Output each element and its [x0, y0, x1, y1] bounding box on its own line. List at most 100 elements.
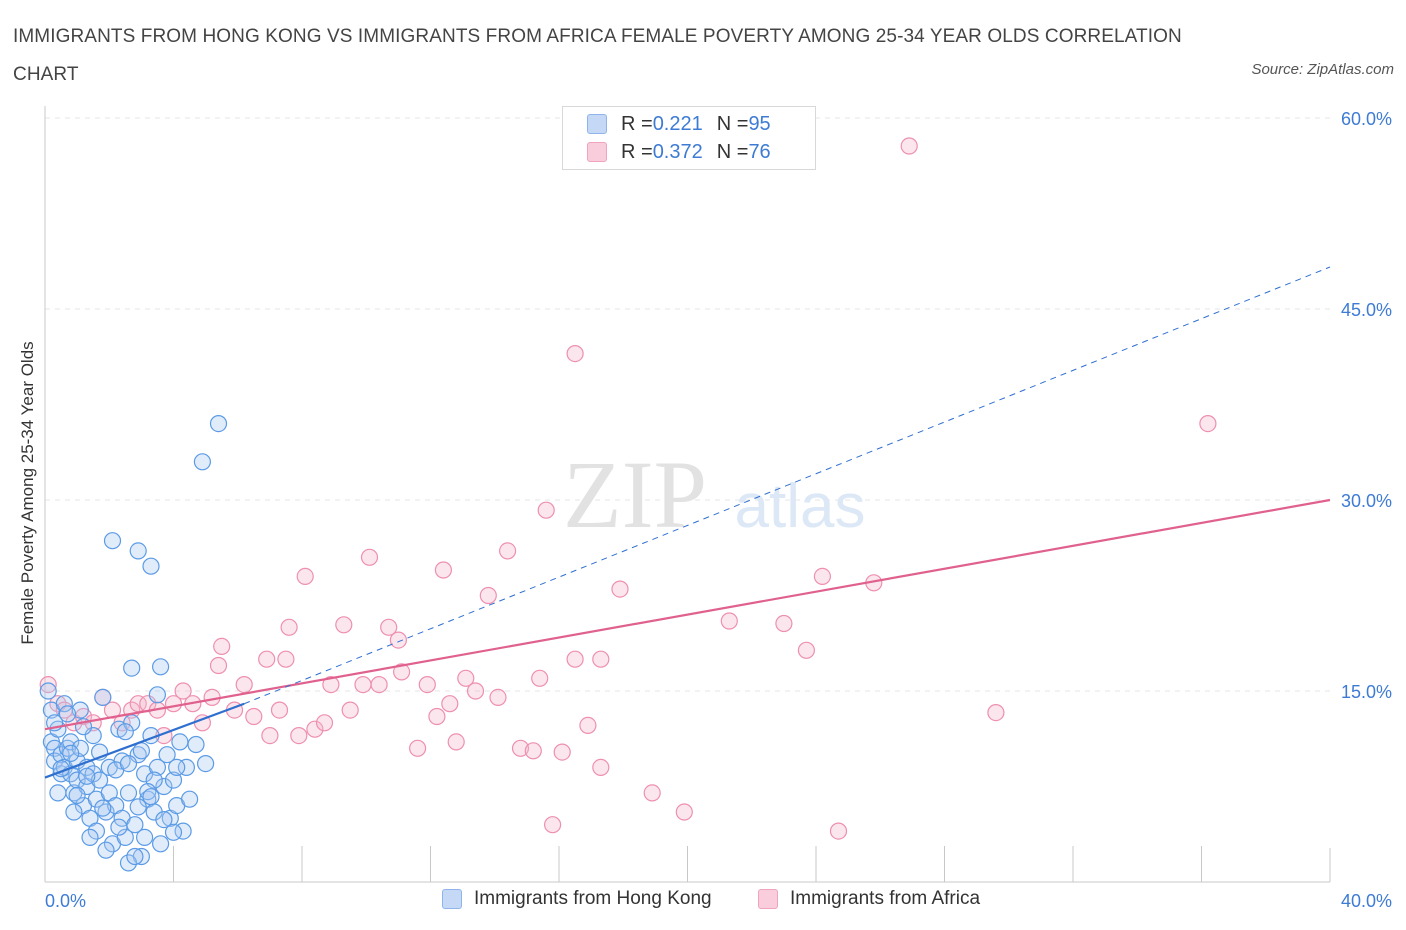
hong-kong-point: [158, 746, 176, 764]
hong-kong-point: [55, 695, 73, 713]
africa-swatch: [587, 142, 607, 162]
hong-kong-points: [39, 415, 228, 872]
africa-point: [393, 663, 411, 681]
hong-kong-point: [49, 784, 67, 802]
africa-point: [428, 707, 446, 726]
africa-point: [775, 614, 793, 633]
hong-kong-point: [168, 758, 186, 777]
hong-kong-point: [164, 771, 183, 789]
hong-kong-swatch: [587, 114, 607, 134]
africa-point: [675, 803, 693, 821]
africa-point: [466, 682, 485, 700]
africa-point: [900, 137, 918, 155]
hong-kong-point: [132, 742, 150, 760]
africa-point: [389, 631, 407, 649]
africa-trend-line: [44, 498, 1331, 731]
africa-point: [434, 561, 452, 579]
africa-point: [306, 720, 324, 738]
africa-point: [322, 675, 340, 694]
y-tick-label: 15.0%: [1341, 682, 1392, 702]
legend-item-africa[interactable]: Immigrants from Africa: [758, 888, 980, 910]
africa-point: [441, 695, 459, 713]
legend-item-hong-kong[interactable]: Immigrants from Hong Kong: [442, 888, 712, 910]
hong-kong-point: [193, 453, 211, 471]
africa-point: [511, 739, 530, 757]
africa-point: [280, 618, 298, 636]
hong-kong-point: [81, 828, 99, 847]
y-tick-label: 30.0%: [1341, 491, 1392, 511]
africa-point: [797, 641, 816, 659]
r-value: 0.221: [652, 112, 703, 135]
africa-point: [409, 739, 427, 757]
y-tick-label: 45.0%: [1341, 300, 1392, 320]
hong-kong-point: [94, 799, 112, 817]
hong-kong-point: [78, 767, 96, 785]
hong-kong-point: [119, 784, 138, 802]
trend-lines: [44, 266, 1331, 779]
hong-kong-point: [142, 557, 160, 575]
africa-legend-label: Immigrants from Africa: [790, 888, 981, 909]
hong-kong-point: [71, 701, 89, 719]
n-label: N =: [716, 112, 749, 135]
africa-point: [537, 501, 555, 519]
africa-point: [813, 567, 832, 586]
africa-point: [235, 675, 253, 694]
africa-point: [380, 618, 398, 636]
africa-point: [987, 703, 1005, 722]
africa-point: [553, 743, 571, 761]
series-legend: Immigrants from Hong Kong Immigrants fro…: [0, 888, 1406, 916]
tick-labels: 15.0% 30.0% 45.0% 60.0% 0.0% 40.0%: [45, 109, 1392, 911]
x-tick-label: 40.0%: [1341, 891, 1392, 911]
africa-point: [418, 675, 436, 694]
source-note: Source: ZipAtlas.com: [1251, 61, 1394, 78]
hong-kong-point: [116, 723, 134, 741]
africa-point: [174, 682, 192, 700]
hong-kong-point: [126, 847, 144, 866]
hong-kong-point: [58, 705, 77, 723]
hong-kong-point: [110, 818, 128, 836]
hong-kong-point: [119, 854, 138, 872]
hong-kong-point: [148, 758, 166, 777]
africa-point: [524, 742, 542, 760]
hong-kong-point: [103, 532, 122, 550]
africa-point: [39, 675, 57, 694]
correlation-legend: R = 0.221 N = 95 R = 0.372 N = 76: [562, 106, 816, 170]
hong-kong-point: [62, 744, 80, 763]
hong-kong-point: [152, 658, 170, 676]
n-label: N =: [716, 140, 749, 163]
africa-point: [643, 784, 661, 802]
africa-point: [592, 650, 610, 668]
hong-kong-point: [142, 788, 160, 806]
hong-kong-point: [152, 835, 170, 853]
hong-kong-point: [155, 777, 173, 796]
hong-kong-point: [39, 682, 57, 700]
africa-point: [290, 726, 308, 745]
r-value: 0.372: [652, 140, 703, 163]
hong-kong-point: [90, 771, 109, 789]
hong-kong-point: [171, 733, 189, 751]
hong-kong-point: [139, 782, 157, 801]
africa-point: [566, 345, 584, 363]
africa-point: [209, 656, 228, 675]
legend-row-africa: R = 0.372 N = 76: [587, 139, 771, 165]
hong-kong-point: [119, 754, 138, 773]
axes: [44, 106, 1331, 883]
hong-kong-point: [177, 758, 195, 777]
hong-kong-point: [136, 828, 154, 847]
africa-point: [335, 616, 353, 634]
hong-kong-point: [123, 659, 141, 677]
hong-kong-trend-extension: [243, 266, 1331, 705]
hong-kong-point: [148, 686, 166, 704]
hong-kong-point: [129, 798, 147, 816]
africa-point: [354, 675, 372, 694]
africa-point: [258, 650, 276, 668]
r-label: R =: [621, 112, 653, 135]
africa-point: [829, 822, 848, 840]
hong-kong-point: [87, 822, 106, 840]
hong-kong-point: [197, 754, 215, 773]
watermark: ZIP atlas: [563, 441, 865, 548]
hong-kong-point: [68, 786, 86, 805]
africa-point: [566, 650, 584, 668]
legend-row-hong-kong: R = 0.221 N = 95: [587, 111, 771, 137]
